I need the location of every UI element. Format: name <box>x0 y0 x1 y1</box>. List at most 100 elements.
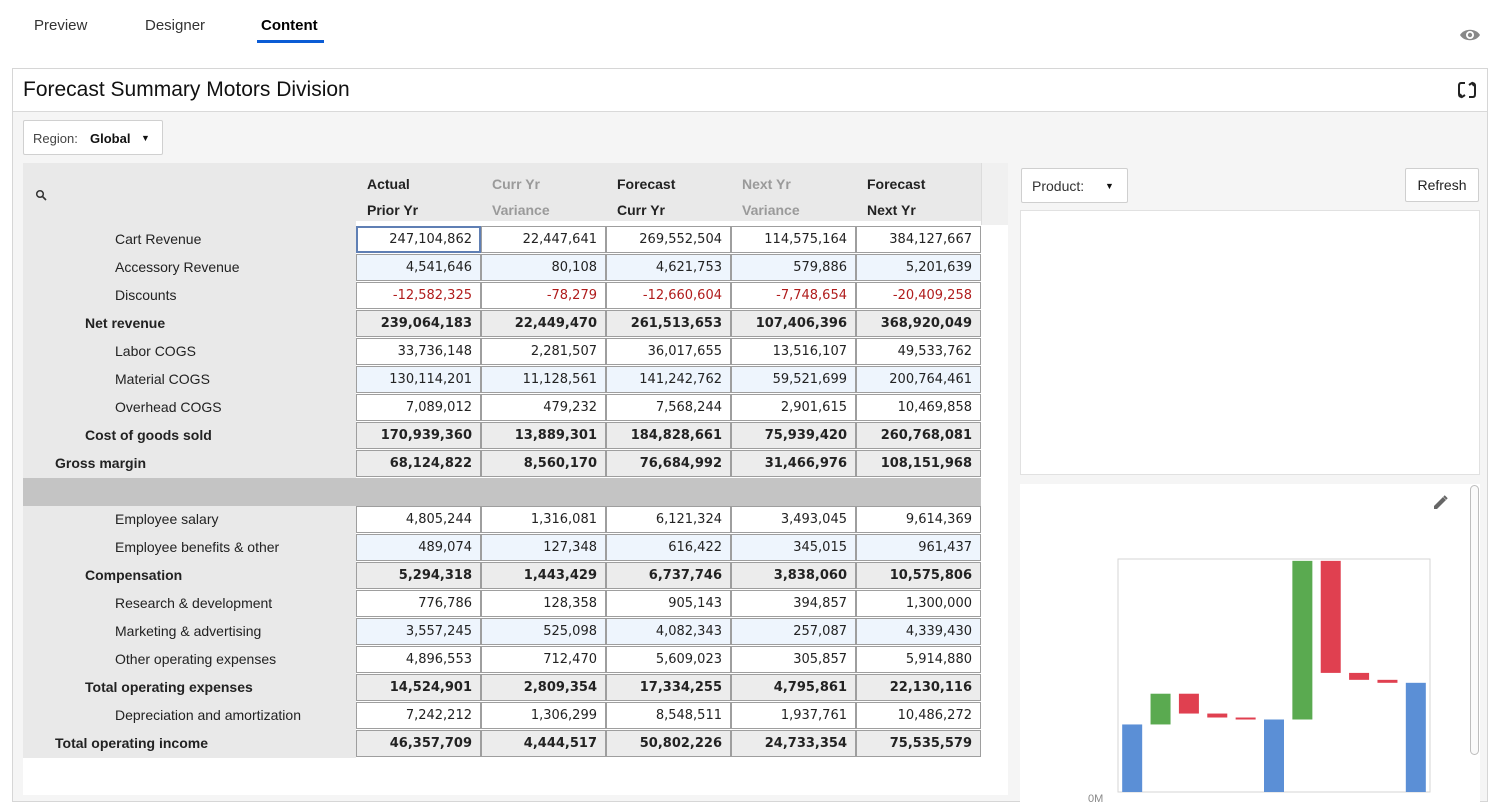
grid-cell[interactable]: 4,896,553 <box>356 646 481 673</box>
grid-cell[interactable]: 50,802,226 <box>606 730 731 757</box>
grid-cell[interactable]: 107,406,396 <box>731 310 856 337</box>
grid-cell[interactable]: 4,795,861 <box>731 674 856 701</box>
grid-cell[interactable]: 5,201,639 <box>856 254 981 281</box>
grid-cell[interactable]: -78,279 <box>481 282 606 309</box>
grid-cell[interactable]: 2,901,615 <box>731 394 856 421</box>
product-dropdown[interactable]: Product: ▼ <box>1021 168 1128 203</box>
grid-cell[interactable]: 6,121,324 <box>606 506 731 533</box>
grid-cell[interactable]: 4,621,753 <box>606 254 731 281</box>
grid-cell[interactable]: 17,334,255 <box>606 674 731 701</box>
grid-cell[interactable]: 8,560,170 <box>481 450 606 477</box>
grid-cell[interactable]: 170,939,360 <box>356 422 481 449</box>
grid-cell[interactable]: 22,449,470 <box>481 310 606 337</box>
grid-cell[interactable]: 7,242,212 <box>356 702 481 729</box>
grid-cell[interactable]: 10,575,806 <box>856 562 981 589</box>
grid-cell[interactable]: -12,582,325 <box>356 282 481 309</box>
grid-cell[interactable]: 114,575,164 <box>731 226 856 253</box>
grid-cell[interactable]: 14,524,901 <box>356 674 481 701</box>
grid-cell[interactable]: -12,660,604 <box>606 282 731 309</box>
grid-cell[interactable]: 269,552,504 <box>606 226 731 253</box>
grid-cell[interactable]: 776,786 <box>356 590 481 617</box>
grid-cell[interactable]: 10,486,272 <box>856 702 981 729</box>
grid-cell[interactable]: 479,232 <box>481 394 606 421</box>
grid-cell[interactable]: -7,748,654 <box>731 282 856 309</box>
grid-cell[interactable]: 33,736,148 <box>356 338 481 365</box>
grid-cell[interactable]: 257,087 <box>731 618 856 645</box>
grid-cell[interactable]: 345,015 <box>731 534 856 561</box>
tab-preview[interactable]: Preview <box>34 17 88 34</box>
grid-cell[interactable]: 616,422 <box>606 534 731 561</box>
grid-cell[interactable]: 260,768,081 <box>856 422 981 449</box>
grid-cell[interactable]: 76,684,992 <box>606 450 731 477</box>
grid-cell[interactable]: 961,437 <box>856 534 981 561</box>
pencil-icon[interactable] <box>1431 494 1449 512</box>
grid-cell[interactable]: 489,074 <box>356 534 481 561</box>
grid-cell[interactable]: 11,128,561 <box>481 366 606 393</box>
tab-content[interactable]: Content <box>261 17 318 34</box>
grid-cell[interactable]: 31,466,976 <box>731 450 856 477</box>
grid-cell[interactable]: 2,809,354 <box>481 674 606 701</box>
grid-cell[interactable]: 130,114,201 <box>356 366 481 393</box>
grid-cell[interactable]: 384,127,667 <box>856 226 981 253</box>
grid-cell[interactable]: 22,447,641 <box>481 226 606 253</box>
waterfall-bar-decrease[interactable] <box>1377 679 1398 683</box>
search-icon[interactable] <box>35 189 47 201</box>
grid-cell[interactable]: 1,443,429 <box>481 562 606 589</box>
waterfall-bar-decrease[interactable] <box>1349 672 1370 680</box>
grid-cell[interactable]: -20,409,258 <box>856 282 981 309</box>
grid-cell[interactable]: 6,737,746 <box>606 562 731 589</box>
grid-cell[interactable]: 184,828,661 <box>606 422 731 449</box>
grid-cell[interactable]: 68,124,822 <box>356 450 481 477</box>
waterfall-bar-decrease[interactable] <box>1235 717 1256 720</box>
grid-cell[interactable]: 49,533,762 <box>856 338 981 365</box>
grid-cell[interactable]: 141,242,762 <box>606 366 731 393</box>
waterfall-bar-decrease[interactable] <box>1207 713 1228 718</box>
grid-cell[interactable]: 13,516,107 <box>731 338 856 365</box>
grid-cell[interactable]: 46,357,709 <box>356 730 481 757</box>
grid-cell[interactable]: 261,513,653 <box>606 310 731 337</box>
grid-cell[interactable]: 22,130,116 <box>856 674 981 701</box>
grid-cell[interactable]: 7,089,012 <box>356 394 481 421</box>
waterfall-bar-increase[interactable] <box>1150 693 1171 725</box>
grid-cell[interactable]: 4,541,646 <box>356 254 481 281</box>
eye-icon[interactable] <box>1459 26 1481 44</box>
grid-cell[interactable]: 525,098 <box>481 618 606 645</box>
waterfall-bar-increase[interactable] <box>1292 560 1313 720</box>
waterfall-bar-decrease[interactable] <box>1178 693 1199 714</box>
grid-cell[interactable]: 4,082,343 <box>606 618 731 645</box>
grid-cell[interactable]: 1,306,299 <box>481 702 606 729</box>
grid-cell[interactable]: 3,493,045 <box>731 506 856 533</box>
grid-cell[interactable]: 5,294,318 <box>356 562 481 589</box>
grid-cell[interactable]: 75,535,579 <box>856 730 981 757</box>
grid-cell[interactable]: 247,104,862 <box>356 226 481 253</box>
grid-cell[interactable]: 24,733,354 <box>731 730 856 757</box>
grid-cell[interactable]: 579,886 <box>731 254 856 281</box>
grid-cell[interactable]: 200,764,461 <box>856 366 981 393</box>
grid-cell[interactable]: 10,469,858 <box>856 394 981 421</box>
tab-designer[interactable]: Designer <box>145 17 206 34</box>
grid-cell[interactable]: 4,339,430 <box>856 618 981 645</box>
grid-cell[interactable]: 712,470 <box>481 646 606 673</box>
waterfall-bar-total[interactable] <box>1264 719 1284 792</box>
grid-cell[interactable]: 75,939,420 <box>731 422 856 449</box>
grid-cell[interactable]: 127,348 <box>481 534 606 561</box>
grid-cell[interactable]: 368,920,049 <box>856 310 981 337</box>
grid-cell[interactable]: 2,281,507 <box>481 338 606 365</box>
grid-cell[interactable]: 394,857 <box>731 590 856 617</box>
grid-cell[interactable]: 4,805,244 <box>356 506 481 533</box>
waterfall-bar-total[interactable] <box>1122 724 1143 792</box>
grid-cell[interactable]: 1,937,761 <box>731 702 856 729</box>
grid-cell[interactable]: 8,548,511 <box>606 702 731 729</box>
grid-cell[interactable]: 13,889,301 <box>481 422 606 449</box>
grid-cell[interactable]: 59,521,699 <box>731 366 856 393</box>
grid-cell[interactable]: 5,914,880 <box>856 646 981 673</box>
grid-cell[interactable]: 3,838,060 <box>731 562 856 589</box>
grid-cell[interactable]: 7,568,244 <box>606 394 731 421</box>
waterfall-bar-total[interactable] <box>1405 682 1426 792</box>
grid-cell[interactable]: 1,316,081 <box>481 506 606 533</box>
grid-cell[interactable]: 80,108 <box>481 254 606 281</box>
region-dropdown[interactable]: Region: Global ▼ <box>23 120 163 155</box>
grid-cell[interactable]: 4,444,517 <box>481 730 606 757</box>
grid-cell[interactable]: 239,064,183 <box>356 310 481 337</box>
grid-cell[interactable]: 1,300,000 <box>856 590 981 617</box>
